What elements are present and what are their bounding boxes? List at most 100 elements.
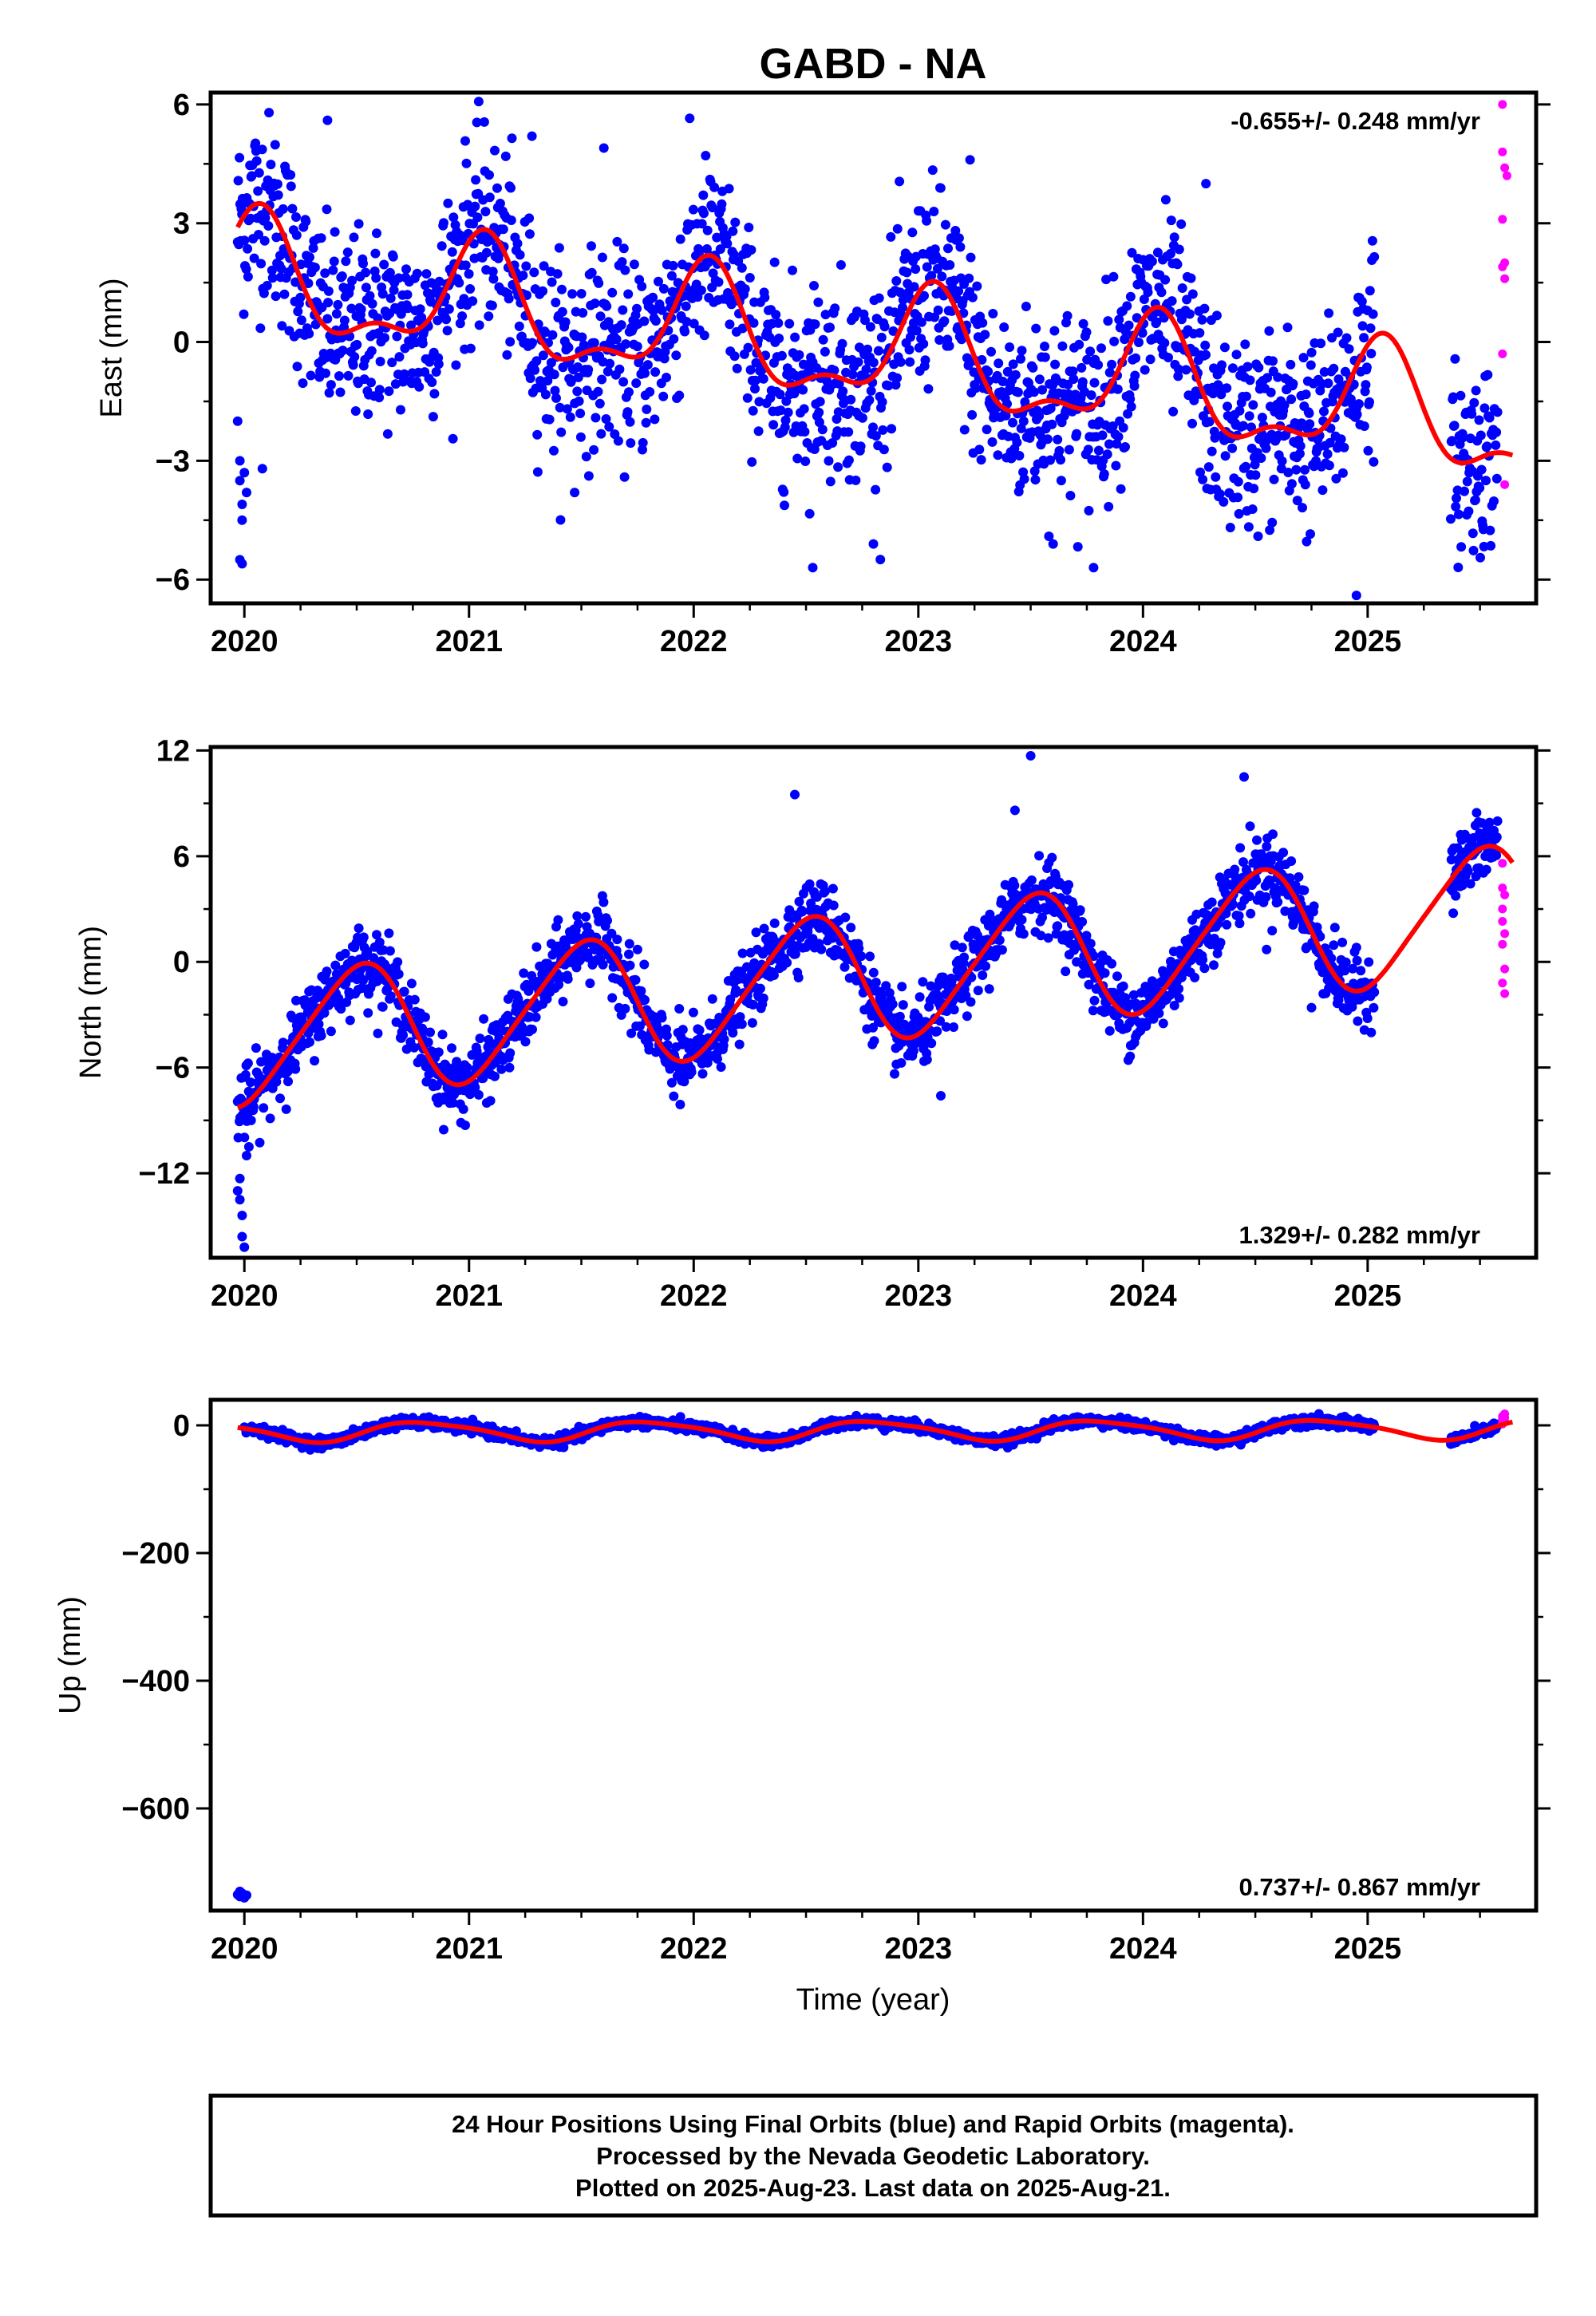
east-final-point — [771, 310, 781, 320]
north-final-point — [1190, 972, 1200, 982]
north-final-point — [290, 1064, 301, 1074]
east-final-point — [1056, 476, 1066, 486]
east-final-point — [879, 322, 890, 332]
east-final-point — [1257, 413, 1267, 423]
east-final-point — [1005, 342, 1015, 352]
east-final-point — [1198, 474, 1208, 484]
east-final-point — [593, 386, 603, 397]
east-final-point — [815, 397, 825, 407]
east-final-point — [906, 332, 915, 342]
east-final-point — [530, 365, 540, 375]
east-final-point — [944, 341, 954, 351]
east-final-point — [1306, 347, 1317, 358]
east-final-point — [959, 425, 970, 435]
east-final-point — [648, 292, 658, 302]
east-final-point — [1453, 563, 1464, 572]
north-final-point — [287, 1013, 298, 1023]
east-final-point — [957, 334, 966, 345]
east-final-point — [768, 420, 779, 430]
east-final-point — [709, 182, 720, 192]
east-final-point — [828, 438, 838, 448]
figure-title: GABD - NA — [760, 40, 987, 88]
east-final-point — [389, 285, 399, 295]
north-final-point — [1352, 955, 1362, 966]
east-final-point — [891, 276, 902, 286]
east-final-point — [251, 138, 261, 148]
north-final-point — [330, 960, 341, 970]
east-final-point — [1018, 416, 1029, 426]
north-y-tick-label: −6 — [156, 1052, 190, 1085]
north-final-point — [719, 1034, 729, 1045]
east-final-point — [907, 227, 918, 238]
east-final-point — [1057, 341, 1068, 351]
east-final-point — [403, 303, 413, 314]
east-final-point — [342, 247, 353, 258]
east-final-point — [251, 156, 262, 166]
east-final-point — [724, 184, 734, 194]
east-final-point — [527, 131, 537, 141]
east-final-point — [1195, 328, 1205, 338]
east-final-point — [836, 260, 846, 270]
north-final-point — [1267, 926, 1278, 936]
east-final-point — [518, 271, 528, 281]
north-final-point — [1273, 897, 1283, 907]
east-final-point — [847, 370, 858, 380]
east-final-point — [1168, 406, 1179, 417]
east-final-point — [341, 256, 351, 267]
north-rapid-point — [1498, 939, 1507, 949]
north-final-point — [1047, 852, 1057, 863]
east-y-tick-label: 3 — [173, 207, 190, 241]
east-final-point — [506, 183, 516, 193]
north-final-point — [439, 1124, 448, 1135]
east-x-tick-label: 2025 — [1334, 625, 1402, 658]
east-final-point — [1062, 310, 1073, 321]
east-final-point — [320, 268, 330, 279]
east-final-point — [779, 487, 789, 497]
east-final-point — [1160, 195, 1171, 205]
east-final-point — [1253, 532, 1263, 541]
east-final-point — [487, 300, 497, 310]
north-final-point — [737, 1019, 747, 1030]
north-final-point — [240, 1069, 251, 1080]
east-final-point — [1184, 309, 1195, 319]
east-final-point — [502, 350, 512, 360]
east-final-point — [980, 330, 990, 340]
east-final-point — [853, 357, 863, 367]
east-final-point — [1319, 367, 1329, 377]
east-final-point — [488, 274, 499, 284]
north-final-point — [354, 923, 364, 934]
east-final-point — [576, 289, 587, 298]
east-final-point — [402, 290, 413, 300]
north-final-point — [624, 939, 634, 949]
east-final-point — [321, 368, 330, 378]
north-final-point — [598, 959, 608, 970]
north-final-point — [932, 1026, 942, 1037]
north-final-point — [1100, 968, 1110, 978]
east-final-point — [1001, 410, 1011, 421]
east-final-point — [1324, 308, 1334, 318]
east-final-point — [911, 326, 922, 336]
east-rapid-point — [1500, 258, 1510, 267]
east-final-point — [871, 484, 881, 495]
east-final-point — [629, 259, 639, 270]
east-final-point — [808, 563, 818, 573]
east-final-point — [597, 252, 607, 263]
east-final-point — [954, 286, 964, 296]
east-final-point — [829, 366, 839, 376]
east-final-point — [574, 396, 584, 406]
east-final-point — [479, 117, 489, 127]
east-final-point — [460, 260, 471, 271]
north-final-point — [675, 1100, 685, 1109]
north-final-point — [1207, 897, 1217, 907]
east-final-point — [257, 464, 267, 474]
east-final-point — [1286, 359, 1296, 370]
east-final-point — [1294, 449, 1305, 459]
east-final-point — [1081, 327, 1092, 338]
east-final-point — [780, 500, 789, 511]
east-final-point — [790, 332, 800, 342]
east-final-point — [1316, 338, 1326, 349]
east-final-point — [618, 243, 629, 254]
east-final-point — [556, 427, 567, 437]
east-final-point — [883, 381, 894, 391]
north-final-point — [237, 1231, 247, 1242]
